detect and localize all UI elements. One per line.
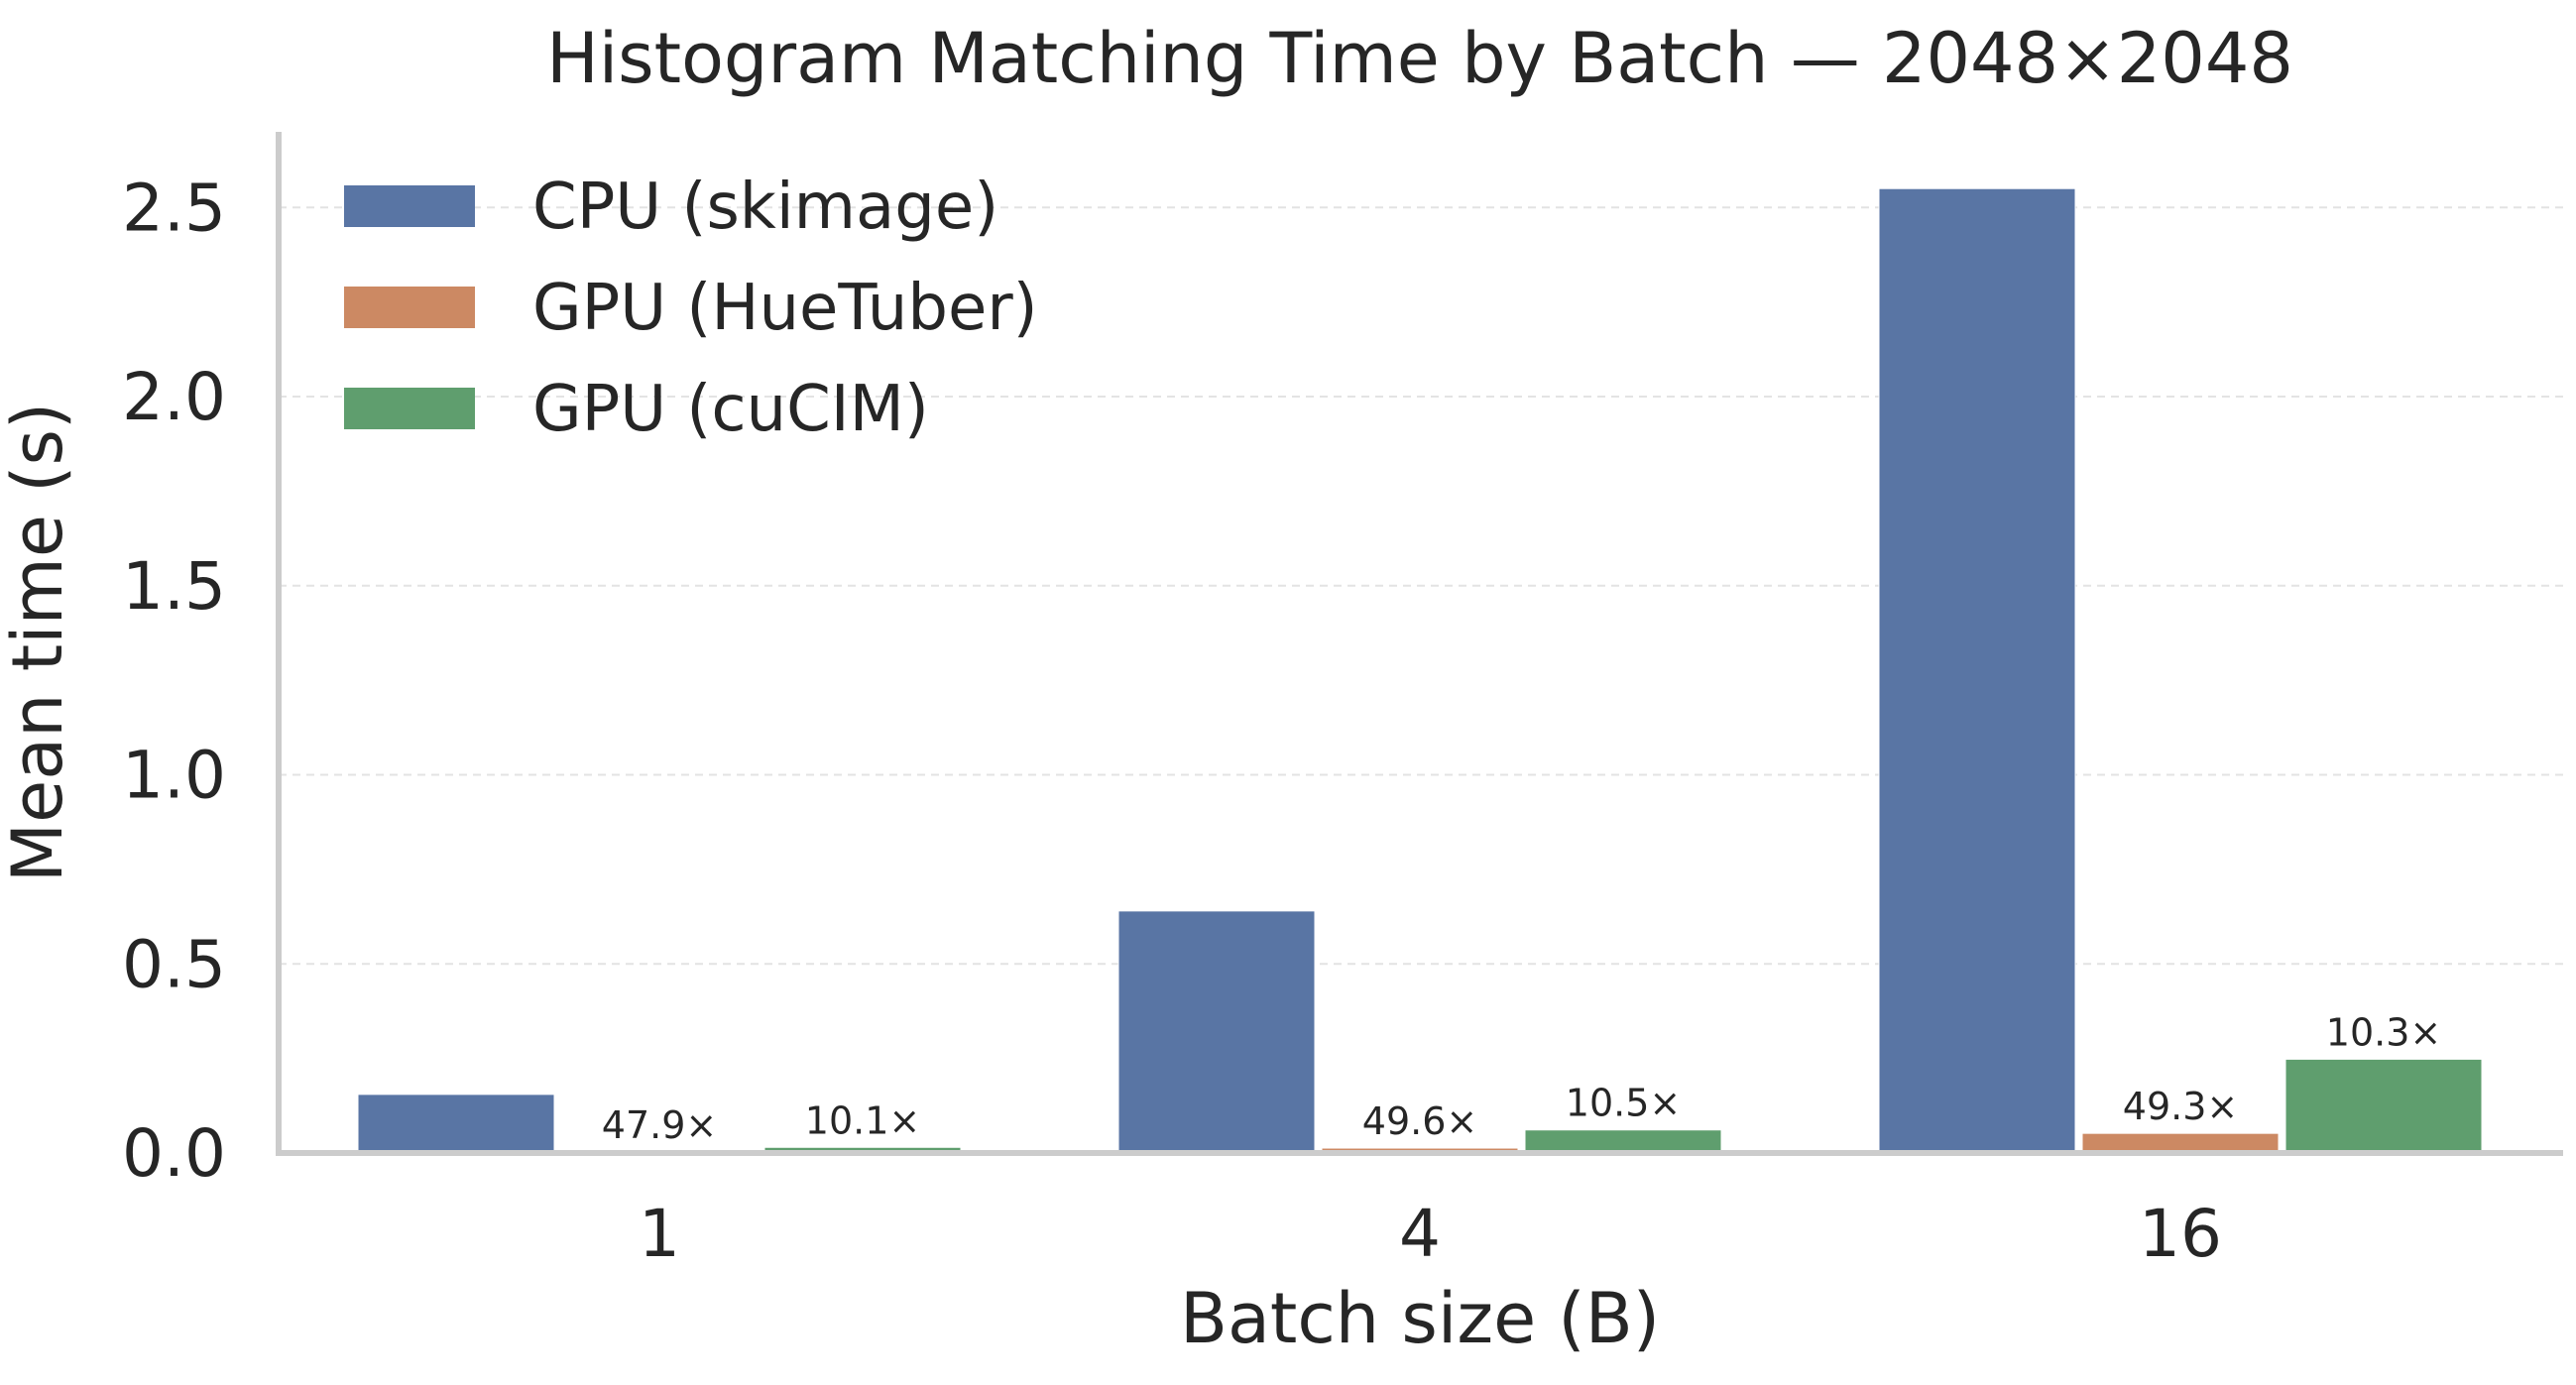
bar-labels: 47.9× 49.6× 49.3× 10.1× 10.5× 10.3× <box>602 1010 2441 1146</box>
y-tick-label: 2.0 <box>122 359 226 435</box>
y-tick-label: 0.5 <box>122 926 226 1002</box>
x-tick-label: 1 <box>639 1196 680 1272</box>
x-axis-label: Batch size (B) <box>1180 1278 1660 1359</box>
bar <box>1117 910 1316 1154</box>
bar-label: 49.6× <box>1362 1099 1477 1143</box>
legend-swatch <box>344 287 475 328</box>
bar-label: 10.5× <box>1566 1082 1681 1125</box>
legend: CPU (skimage) GPU (HueTuber) GPU (cuCIM) <box>344 171 1038 446</box>
bar-label: 10.3× <box>2326 1010 2441 1054</box>
bar-label: 47.9× <box>602 1103 717 1147</box>
bars <box>357 187 2483 1154</box>
legend-label: GPU (cuCIM) <box>532 373 929 446</box>
chart-title: Histogram Matching Time by Batch — 2048×… <box>546 18 2293 99</box>
legend-label: GPU (HueTuber) <box>532 272 1038 345</box>
x-tick-label: 4 <box>1399 1196 1441 1272</box>
y-tick-label: 0.0 <box>122 1115 226 1192</box>
bar <box>2284 1058 2483 1154</box>
gridlines <box>279 206 2563 966</box>
x-tick-labels: 1 4 16 <box>639 1196 2222 1272</box>
bar-label: 49.3× <box>2123 1085 2238 1128</box>
y-tick-labels: 0.0 0.5 1.0 1.5 2.0 2.5 <box>122 170 226 1192</box>
bar-label: 10.1× <box>805 1098 920 1142</box>
bar <box>1524 1129 1722 1154</box>
legend-label: CPU (skimage) <box>532 171 998 244</box>
y-tick-label: 1.5 <box>122 548 226 625</box>
bar <box>1878 187 2076 1154</box>
bar <box>357 1094 555 1154</box>
y-axis-label: Mean time (s) <box>0 403 78 882</box>
x-tick-label: 16 <box>2139 1196 2222 1272</box>
legend-swatch <box>344 185 475 227</box>
legend-swatch <box>344 388 475 429</box>
y-tick-label: 2.5 <box>122 170 226 246</box>
y-tick-label: 1.0 <box>122 738 226 814</box>
